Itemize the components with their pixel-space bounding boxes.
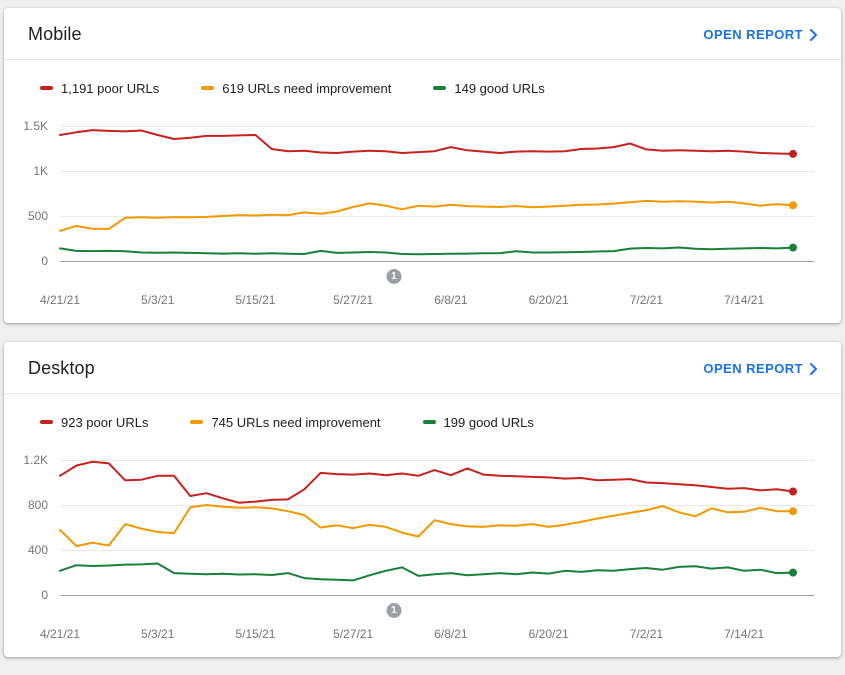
legend: 923 poor URLs 745 URLs need improvement … [40, 414, 817, 430]
open-report-label: OPEN REPORT [703, 361, 803, 376]
series-end-dot[interactable] [789, 507, 797, 516]
chevron-right-icon [810, 28, 817, 41]
y-axis-label: 0 [41, 254, 48, 268]
x-axis-label: 7/2/21 [629, 293, 664, 307]
mobile-chart[interactable]: 0 500 1K 1.5K 1 4/21/21 5/3/21 5/15/21 5/27/21 6… [23, 119, 814, 323]
need-improvement-series-dash-icon [190, 420, 204, 424]
legend-label: 149 good URLs [454, 80, 545, 96]
y-axis-label: 800 [27, 498, 48, 512]
series-line-URLs-need-improvement[interactable] [59, 504, 794, 548]
desktop-card: Desktop OPEN REPORT 923 poor URLs 745 UR… [4, 342, 841, 657]
desktop-chart-plot-area[interactable]: 0 400 800 1.2K [23, 453, 814, 602]
series-end-dot[interactable] [789, 243, 797, 252]
x-axis-label: 5/3/21 [141, 627, 175, 641]
series-end-dot[interactable] [789, 149, 797, 158]
legend-label: 1,191 poor URLs [61, 80, 160, 96]
legend-item-good: 149 good URLs [433, 80, 545, 96]
mobile-card: Mobile OPEN REPORT 1,191 poor URLs 619 U… [4, 8, 841, 323]
x-axis-baseline [60, 594, 814, 596]
chart-lines[interactable] [59, 126, 811, 261]
mobile-chart-plot-area[interactable]: 0 500 1K 1.5K [23, 119, 814, 268]
gridline [60, 215, 814, 217]
chart-lines[interactable] [59, 460, 811, 595]
x-axis-label: 6/8/21 [434, 293, 468, 307]
x-axis-label: 5/27/21 [333, 293, 374, 307]
series-end-dot[interactable] [789, 201, 797, 210]
series-end-dot[interactable] [789, 487, 797, 496]
open-report-link[interactable]: OPEN REPORT [703, 361, 817, 376]
series-end-dot[interactable] [789, 568, 797, 577]
series-line-good-URLs[interactable] [59, 246, 794, 256]
good-series-dash-icon [422, 420, 436, 424]
legend-item-good: 199 good URLs [422, 414, 534, 430]
legend: 1,191 poor URLs 619 URLs need improvemen… [40, 80, 817, 96]
annotation-marker[interactable]: 1 [386, 269, 402, 284]
y-axis-label: 400 [27, 543, 48, 557]
open-report-link[interactable]: OPEN REPORT [703, 27, 817, 42]
y-axis-label: 1.2K [23, 453, 48, 467]
series-line-poor-URLs[interactable] [59, 129, 794, 155]
x-axis-label: 7/2/21 [629, 627, 664, 641]
poor-series-dash-icon [40, 420, 53, 424]
x-axis-label: 5/3/21 [141, 293, 175, 307]
poor-series-dash-icon [40, 86, 53, 90]
x-axis-label: 7/14/21 [724, 627, 765, 641]
open-report-label: OPEN REPORT [703, 27, 803, 42]
gridline [60, 504, 814, 506]
y-axis-label: 500 [27, 209, 48, 223]
legend-item-poor: 1,191 poor URLs [40, 81, 159, 96]
series-line-good-URLs[interactable] [59, 562, 794, 582]
legend-label: 619 URLs need improvement [222, 80, 392, 96]
x-axis-label: 7/14/21 [724, 293, 765, 307]
mobile-chart-x-axis: 1 4/21/21 5/3/21 5/15/21 5/27/21 6/8/21 6/20/2… [40, 261, 811, 323]
x-axis-label: 6/20/21 [528, 627, 569, 641]
x-axis-label: 5/15/21 [235, 627, 276, 641]
x-axis-label: 6/20/21 [528, 293, 569, 307]
page-title: Desktop [28, 358, 95, 378]
page-title: Mobile [28, 24, 82, 44]
desktop-chart[interactable]: 0 400 800 1.2K 1 4/21/21 5/3/21 5/15/21 5/27/21… [23, 453, 814, 657]
y-axis-label: 1K [33, 164, 48, 178]
gridline [60, 125, 814, 127]
desktop-chart-x-axis: 1 4/21/21 5/3/21 5/15/21 5/27/21 6/8/21 6/20/2… [40, 595, 811, 657]
x-axis-baseline [60, 260, 814, 262]
gridline [60, 459, 814, 461]
legend-item-poor: 923 poor URLs [40, 415, 148, 430]
desktop-card-header: Desktop OPEN REPORT [4, 342, 841, 394]
x-axis-label: 5/15/21 [235, 293, 276, 307]
mobile-card-header: Mobile OPEN REPORT [4, 8, 841, 60]
y-axis-label: 1.5K [23, 119, 48, 133]
x-axis-label: 4/21/21 [39, 293, 81, 307]
x-axis-label: 4/21/21 [39, 627, 81, 641]
x-axis-label: 5/27/21 [333, 627, 374, 641]
good-series-dash-icon [433, 86, 447, 90]
gridline [60, 170, 814, 172]
annotation-marker[interactable]: 1 [386, 603, 402, 618]
legend-label: 199 good URLs [443, 414, 534, 430]
legend-label: 923 poor URLs [61, 414, 149, 430]
chevron-right-icon [810, 362, 817, 375]
need-improvement-series-dash-icon [201, 86, 215, 90]
y-axis-label: 0 [41, 588, 48, 602]
legend-item-need-improvement: 745 URLs need improvement [190, 414, 381, 430]
legend-label: 745 URLs need improvement [211, 414, 381, 430]
series-line-URLs-need-improvement[interactable] [59, 199, 794, 232]
x-axis-label: 6/8/21 [434, 627, 468, 641]
gridline [60, 549, 814, 551]
legend-item-need-improvement: 619 URLs need improvement [201, 81, 391, 96]
series-line-poor-URLs[interactable] [59, 460, 794, 504]
